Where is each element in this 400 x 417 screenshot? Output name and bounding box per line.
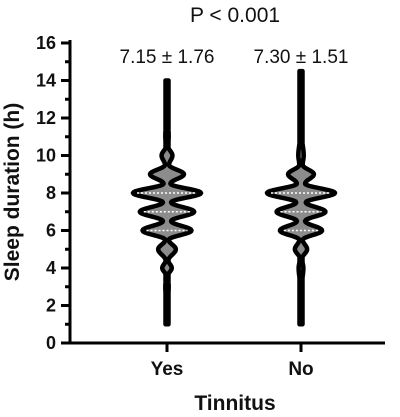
- y-tick-label: 12: [36, 108, 56, 128]
- y-tick-label: 8: [46, 183, 56, 203]
- violin-yes: [130, 78, 204, 327]
- y-axis-title: Sleep duration (h): [1, 103, 24, 282]
- x-axis-title: Tinnitus: [194, 392, 275, 415]
- y-tick-label: 14: [36, 71, 56, 91]
- y-tick-label: 10: [36, 146, 56, 166]
- y-tick-label: 0: [46, 333, 56, 353]
- annotation-yes: 7.15 ± 1.76: [120, 47, 215, 68]
- y-tick-label: 4: [46, 258, 56, 278]
- y-tick-label: 6: [46, 221, 56, 241]
- annotation-no: 7.30 ± 1.51: [254, 47, 349, 68]
- y-tick-label: 16: [36, 33, 56, 53]
- category-label-no: No: [288, 359, 313, 380]
- violin-no: [264, 68, 338, 327]
- category-label-yes: Yes: [151, 359, 184, 380]
- y-ticks: 0 2 4 6 8 10 12 14 16: [36, 33, 70, 353]
- y-tick-label: 2: [46, 296, 56, 316]
- chart-title: P < 0.001: [190, 4, 280, 27]
- violins-layer: [130, 68, 338, 327]
